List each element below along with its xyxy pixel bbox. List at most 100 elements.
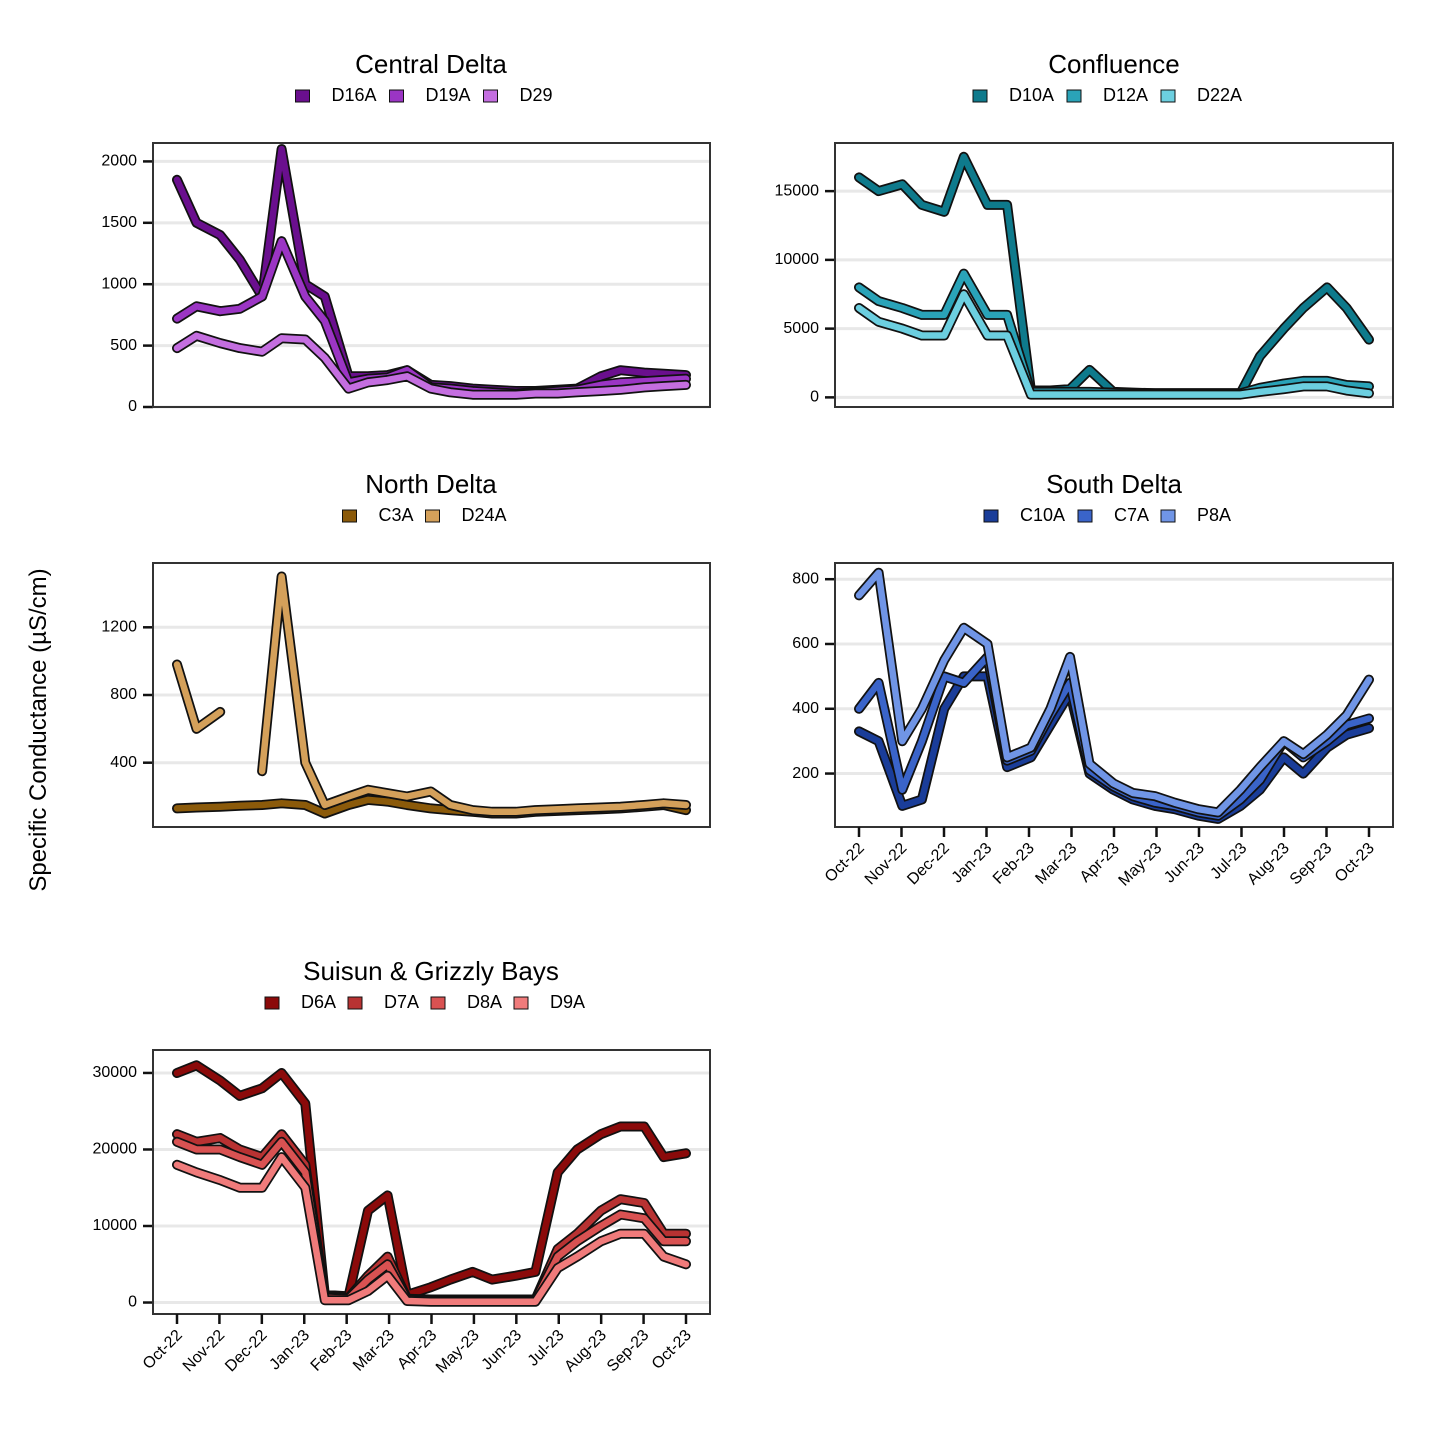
legend-swatch xyxy=(1077,509,1093,523)
x-tick-label: Mar-23 xyxy=(350,1327,398,1375)
legend-swatch xyxy=(264,996,280,1010)
x-tick-label: May-23 xyxy=(1116,840,1166,890)
legend-label: D16A xyxy=(332,85,377,105)
x-tick-label: Nov-22 xyxy=(180,1327,229,1376)
y-tick-label: 5000 xyxy=(783,320,819,337)
y-tick-label: 30000 xyxy=(93,1064,138,1081)
x-tick-label: May-23 xyxy=(433,1327,483,1377)
y-tick-label: 10000 xyxy=(93,1217,138,1234)
legend-swatch xyxy=(430,996,446,1010)
y-tick-label: 1200 xyxy=(101,619,137,636)
legend-label: C10A xyxy=(1020,505,1065,525)
legend-label: C3A xyxy=(379,505,414,525)
legend-label: D12A xyxy=(1103,85,1148,105)
x-tick-label: Dec-22 xyxy=(904,840,953,889)
panel-title: Confluence xyxy=(1048,49,1180,79)
series-line-D9A xyxy=(173,1153,690,1306)
legend-swatch xyxy=(1160,509,1176,523)
series-outline-D9A xyxy=(172,1152,691,1307)
series-lines xyxy=(172,571,691,819)
plot-frame xyxy=(152,562,711,828)
y-tick-label: 1500 xyxy=(101,214,137,231)
x-tick-label: Oct-23 xyxy=(649,1327,695,1373)
legend-label: D19A xyxy=(426,85,471,105)
y-tick-label: 0 xyxy=(810,389,819,406)
y-tick-label: 800 xyxy=(110,686,137,703)
series-lines xyxy=(854,567,1374,824)
legend-swatch xyxy=(972,89,988,103)
x-tick-label: Oct-22 xyxy=(822,840,868,886)
plot-frame xyxy=(834,142,1394,408)
legend-swatch xyxy=(1160,89,1176,103)
y-tick-label: 500 xyxy=(110,337,137,354)
legend: C3A D24A xyxy=(342,505,507,525)
series-lines xyxy=(172,144,691,400)
y-tick-label: 400 xyxy=(792,700,819,717)
x-tick-label: Aug-23 xyxy=(561,1327,610,1376)
legend-label: D22A xyxy=(1197,85,1242,105)
y-tick-label: 200 xyxy=(792,765,819,782)
legend-label: D6A xyxy=(301,992,336,1012)
legend-label: D24A xyxy=(462,505,507,525)
y-tick-label: 20000 xyxy=(93,1141,138,1158)
series-outline-D6A xyxy=(172,1060,691,1302)
series-line-D22A xyxy=(855,291,1373,398)
legend-swatch xyxy=(389,89,404,103)
x-tick-label: Jan-23 xyxy=(266,1327,313,1374)
legend-swatch xyxy=(295,89,310,103)
y-tick-label: 1000 xyxy=(101,275,137,292)
x-tick-label: Aug-23 xyxy=(1244,840,1293,889)
legend-swatch xyxy=(347,996,363,1010)
x-tick-label: Feb-23 xyxy=(308,1327,356,1375)
y-tick-label: 800 xyxy=(792,570,819,587)
legend-swatch xyxy=(513,996,529,1010)
plot-frame xyxy=(152,142,711,408)
y-tick-label: 10000 xyxy=(775,251,820,268)
legend-label: C7A xyxy=(1114,505,1149,525)
x-tick-label: Jun-23 xyxy=(479,1327,526,1374)
panel-title: South Delta xyxy=(1046,469,1182,499)
x-tick-label: Nov-22 xyxy=(862,840,911,889)
x-tick-label: Dec-22 xyxy=(222,1327,271,1376)
y-tick-label: 15000 xyxy=(775,182,820,199)
x-tick-label: Oct-22 xyxy=(140,1327,186,1373)
panel-title: Central Delta xyxy=(355,49,507,79)
x-tick-label: Mar-23 xyxy=(1032,840,1080,888)
series-line-P8A xyxy=(855,569,1373,816)
y-tick-label: 0 xyxy=(128,1294,137,1311)
legend-label: D9A xyxy=(550,992,585,1012)
panel-2: Confluence D10A D12A D22A 0 5000 10000 15000 xyxy=(775,49,1394,408)
legend-label: D29 xyxy=(520,85,553,105)
legend: D10A D12A D22A xyxy=(972,85,1242,105)
legend: D6A D7A D8A D9A xyxy=(264,992,585,1012)
legend-label: D10A xyxy=(1009,85,1054,105)
legend-label: D8A xyxy=(467,992,502,1012)
legend-label: P8A xyxy=(1197,505,1231,525)
y-tick-label: 400 xyxy=(110,754,137,771)
panel-title: North Delta xyxy=(365,469,497,499)
legend: C10A C7A P8A xyxy=(983,505,1231,525)
legend-swatch xyxy=(483,89,498,103)
panel-title: Suisun & Grizzly Bays xyxy=(303,956,559,986)
series-lines xyxy=(172,1060,691,1307)
legend-swatch xyxy=(425,509,440,523)
series-lines xyxy=(854,151,1374,400)
x-tick-label: Oct-23 xyxy=(1332,840,1378,886)
series-line-D6A xyxy=(173,1062,690,1300)
x-tick-label: Sep-23 xyxy=(604,1327,653,1376)
legend: D16A D19A D29 xyxy=(295,85,553,105)
panel-3: North Delta C3A D24A 400 800 1200 xyxy=(101,469,711,828)
series-line-D24A xyxy=(173,573,690,816)
legend-swatch xyxy=(983,509,999,523)
x-tick-label: Feb-23 xyxy=(990,840,1038,888)
y-tick-label: 0 xyxy=(128,398,137,415)
panel-5: Suisun & Grizzly Bays D6A D7A D8A D9A 0 10000 2… xyxy=(93,956,711,1377)
panel-4: South Delta C10A C7A P8A 200 400 600 800 Oct-22N… xyxy=(792,469,1394,890)
x-tick-label: Jan-23 xyxy=(949,840,996,887)
legend-swatch xyxy=(1066,89,1082,103)
x-tick-label: Jun-23 xyxy=(1161,840,1208,887)
y-tick-label: 2000 xyxy=(101,153,137,170)
legend-label: D7A xyxy=(384,992,419,1012)
